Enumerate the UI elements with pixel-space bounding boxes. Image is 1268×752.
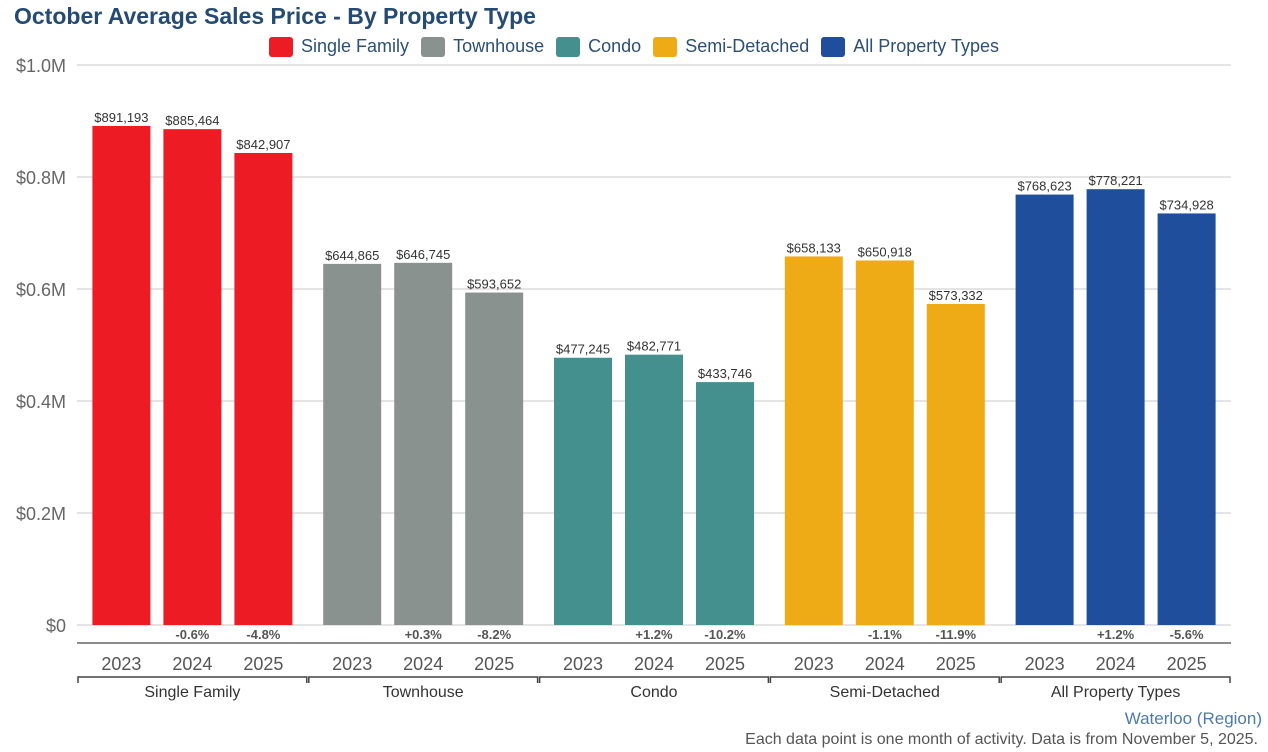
legend-label: All Property Types [853, 36, 999, 56]
x-tick-label: 2025 [474, 654, 514, 674]
y-tick-label: $0.2M [16, 504, 66, 524]
legend-swatch [653, 36, 678, 57]
legend-label: Single Family [301, 36, 410, 56]
group-label: Single Family [144, 684, 240, 701]
change-label: -4.8% [246, 627, 280, 642]
bar [926, 303, 985, 625]
x-tick-label: 2023 [563, 654, 603, 674]
region-label: Waterloo (Region) [1124, 709, 1262, 728]
bar-value-label: $734,928 [1159, 197, 1213, 212]
legend-label: Condo [588, 36, 642, 56]
bar-value-label: $891,193 [94, 110, 148, 125]
x-tick-label: 2024 [865, 654, 905, 674]
group-bracket [769, 676, 1000, 683]
legend-swatch [556, 36, 581, 57]
legend-label: Townhouse [453, 36, 545, 56]
bar-value-label: $644,865 [325, 248, 379, 263]
y-tick-label: $0.6M [16, 280, 66, 300]
legend: Single Family Townhouse Condo Semi-Detac… [0, 36, 1268, 57]
x-tick-label: 2024 [172, 654, 212, 674]
bar [92, 125, 151, 626]
group-bracket [538, 676, 770, 683]
group-bracket [77, 676, 308, 683]
bars [92, 125, 1216, 626]
x-tick-label: 2025 [705, 654, 745, 674]
bar [1157, 213, 1216, 626]
legend-label: Semi-Detached [685, 36, 810, 56]
bar-value-label: $768,623 [1017, 179, 1071, 194]
legend-item-single-family[interactable]: Single Family [269, 36, 409, 57]
group-label: Townhouse [383, 684, 464, 701]
x-tick-label: 2025 [1167, 654, 1207, 674]
x-tick-label: 2025 [243, 654, 283, 674]
change-label: -1.1% [868, 627, 902, 642]
bar-value-label: $573,332 [929, 288, 983, 303]
bar [465, 292, 524, 625]
chart-title: October Average Sales Price - By Propert… [14, 3, 536, 29]
change-label: -10.2% [704, 627, 746, 642]
bar [234, 152, 293, 625]
bar [1086, 189, 1145, 626]
change-label: -8.2% [477, 627, 511, 642]
x-tick-label: 2024 [403, 654, 443, 674]
change-label: -11.9% [936, 627, 977, 642]
x-tick-label: 2024 [1096, 654, 1136, 674]
legend-item-all-property-types[interactable]: All Property Types [821, 36, 999, 57]
bar [625, 354, 683, 625]
x-tick-label: 2023 [1025, 654, 1065, 674]
x-tick-label: 2023 [101, 654, 141, 674]
change-label: -5.6% [1170, 627, 1204, 642]
bar [696, 382, 754, 625]
legend-swatch [269, 36, 294, 57]
bar-value-label: $477,245 [556, 342, 610, 357]
group-label: All Property Types [1051, 684, 1181, 701]
bar-value-label: $778,221 [1088, 173, 1142, 188]
x-tick-label: 2023 [794, 654, 834, 674]
group-bracket [308, 676, 539, 683]
bar [784, 256, 843, 625]
bar [554, 357, 612, 625]
bar-value-label: $433,746 [698, 366, 752, 381]
y-tick-label: $0.8M [16, 168, 66, 188]
bar-value-label: $842,907 [236, 137, 290, 152]
x-tick-label: 2024 [634, 654, 674, 674]
legend-swatch [421, 36, 446, 57]
bar [855, 260, 914, 625]
x-tick-label: 2023 [332, 654, 372, 674]
legend-item-townhouse[interactable]: Townhouse [421, 36, 544, 57]
change-label: +0.3% [405, 627, 443, 642]
bar-value-label: $885,464 [165, 113, 219, 128]
change-label: +1.2% [635, 627, 673, 642]
legend-swatch [821, 36, 846, 57]
legend-item-semi-detached[interactable]: Semi-Detached [653, 36, 809, 57]
group-bracket [1000, 676, 1231, 683]
y-axis: $0 $0.2M $0.4M $0.6M $0.8M $1.0M [16, 56, 66, 636]
x-tick-label: 2025 [936, 654, 976, 674]
legend-item-condo[interactable]: Condo [556, 36, 641, 57]
bar [394, 262, 453, 625]
bar [323, 263, 382, 625]
change-label: -0.6% [175, 627, 209, 642]
change-label: +1.2% [1097, 627, 1135, 642]
bar-value-label: $650,918 [858, 244, 912, 259]
y-tick-label: $0.4M [16, 392, 66, 412]
bar-value-label: $646,745 [396, 247, 450, 262]
bar-value-label: $593,652 [467, 277, 521, 292]
bar [163, 129, 222, 625]
footnote: Each data point is one month of activity… [745, 731, 1258, 748]
group-label: Semi-Detached [830, 684, 940, 701]
data-labels: $891,193 $885,464 -0.6% $842,907 -4.8% $644,8… [94, 110, 1213, 642]
bar [1015, 194, 1074, 626]
bar-value-label: $482,771 [627, 339, 681, 354]
y-tick-label: $1.0M [16, 56, 66, 76]
bar-value-label: $658,133 [787, 240, 841, 255]
group-label: Condo [630, 684, 677, 701]
y-tick-label: $0 [46, 616, 66, 636]
